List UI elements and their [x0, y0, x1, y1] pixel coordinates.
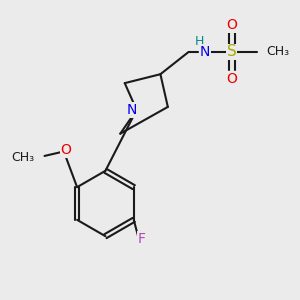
Text: N: N: [127, 103, 137, 117]
Text: F: F: [138, 232, 146, 246]
Text: N: N: [200, 45, 210, 59]
Text: CH₃: CH₃: [11, 151, 34, 164]
Text: O: O: [226, 72, 237, 86]
Text: O: O: [61, 143, 72, 157]
Text: S: S: [227, 44, 237, 59]
Text: O: O: [226, 18, 237, 32]
Text: CH₃: CH₃: [266, 45, 289, 58]
Text: H: H: [195, 35, 204, 48]
